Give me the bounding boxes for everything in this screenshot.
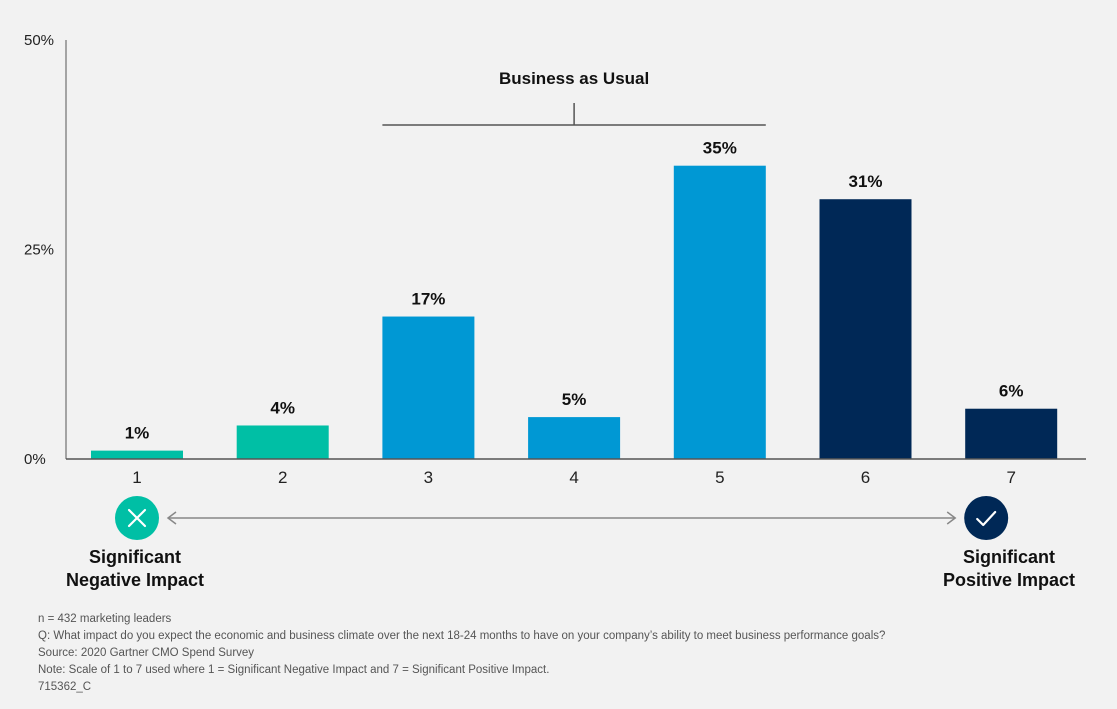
x-axis: 1 2 3 4 5 6 7 bbox=[66, 458, 1086, 487]
bar bbox=[819, 199, 912, 459]
sample-size-note: n = 432 marketing leaders bbox=[38, 613, 172, 625]
data-label: 5% bbox=[562, 390, 587, 409]
positive-impact-label: Significant Positive Impact bbox=[942, 547, 1076, 590]
footnotes: n = 432 marketing leaders Q: What impact… bbox=[38, 611, 885, 696]
impact-scale bbox=[115, 496, 1009, 540]
data-label: 6% bbox=[999, 382, 1024, 401]
data-label: 17% bbox=[411, 290, 445, 309]
x-tick-label: 5 bbox=[715, 468, 724, 487]
y-tick-label: 25% bbox=[24, 242, 54, 259]
x-tick-label: 6 bbox=[861, 468, 870, 487]
bar bbox=[528, 417, 621, 459]
x-tick-label: 4 bbox=[569, 468, 578, 487]
double-arrow-icon bbox=[166, 511, 957, 525]
y-axis: 0% 25% 50% bbox=[24, 32, 67, 468]
x-tick-label: 2 bbox=[278, 468, 287, 487]
bar bbox=[382, 316, 475, 459]
bar bbox=[673, 165, 766, 459]
figure-id: 715362_C bbox=[38, 681, 92, 693]
x-tick-label: 3 bbox=[424, 468, 433, 487]
y-tick-label: 0% bbox=[24, 451, 46, 468]
bar bbox=[965, 408, 1058, 459]
data-label: 31% bbox=[848, 172, 882, 191]
bar bbox=[236, 425, 329, 459]
x-tick-label: 7 bbox=[1006, 468, 1015, 487]
business-as-usual-bracket: Business as Usual bbox=[382, 69, 766, 126]
source-note: Source: 2020 Gartner CMO Spend Survey bbox=[38, 647, 255, 659]
y-tick-label: 50% bbox=[24, 32, 54, 49]
x-circle-icon bbox=[115, 496, 159, 540]
bar-chart: 0% 25% 50% 1% 4% 17% 5% 35% 31% 6% 1 2 3 4 5 6 7 Busin… bbox=[24, 32, 1086, 540]
question-note: Q: What impact do you expect the economi… bbox=[38, 630, 886, 642]
business-as-usual-label: Business as Usual bbox=[499, 69, 649, 88]
data-label: 1% bbox=[125, 424, 150, 443]
bar bbox=[91, 450, 183, 459]
bars: 1% 4% 17% 5% 35% 31% 6% bbox=[91, 139, 1058, 459]
x-tick-label: 1 bbox=[132, 468, 141, 487]
negative-impact-label: Significant Negative Impact bbox=[65, 547, 205, 590]
data-label: 35% bbox=[703, 139, 737, 158]
check-circle-icon bbox=[964, 496, 1009, 540]
data-label: 4% bbox=[270, 398, 295, 417]
scale-note: Note: Scale of 1 to 7 used where 1 = Sig… bbox=[38, 664, 550, 676]
